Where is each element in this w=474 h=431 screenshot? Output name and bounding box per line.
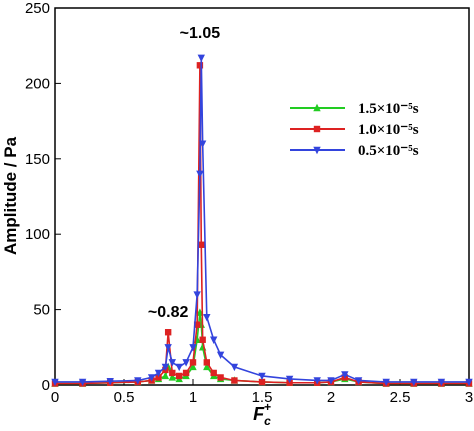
x-tick-label: 0 bbox=[51, 389, 59, 406]
data-point bbox=[231, 377, 238, 384]
data-point bbox=[78, 378, 87, 387]
legend-marker bbox=[313, 146, 321, 155]
data-point bbox=[382, 378, 390, 387]
data-point bbox=[51, 378, 59, 387]
x-axis-label: Fc+ bbox=[253, 400, 271, 428]
x-tick-label: 1.5 bbox=[252, 389, 273, 406]
data-point bbox=[216, 351, 225, 360]
annotation: ~0.82 bbox=[148, 304, 189, 321]
data-point bbox=[210, 369, 217, 377]
y-tick-label: 50 bbox=[33, 302, 50, 319]
data-point bbox=[210, 336, 218, 344]
x-tick-label: 2.5 bbox=[390, 389, 411, 406]
data-point bbox=[169, 369, 176, 377]
data-point bbox=[465, 378, 473, 387]
data-point bbox=[189, 362, 197, 371]
data-point bbox=[189, 344, 197, 352]
data-point bbox=[106, 378, 114, 386]
y-tick-label: 0 bbox=[42, 377, 50, 394]
data-point bbox=[193, 291, 201, 299]
data-point bbox=[203, 359, 210, 366]
x-tick-label: 3 bbox=[465, 389, 473, 406]
data-point bbox=[168, 373, 176, 381]
data-point bbox=[196, 170, 204, 179]
annotation: ~1.05 bbox=[180, 25, 221, 42]
data-point bbox=[164, 329, 172, 336]
data-point bbox=[410, 378, 418, 387]
data-point bbox=[147, 374, 156, 382]
data-point bbox=[168, 359, 176, 367]
data-point bbox=[327, 377, 335, 385]
data-point bbox=[230, 363, 239, 372]
data-point bbox=[285, 375, 294, 384]
y-axis-label: Amplitude / Pa bbox=[1, 136, 20, 255]
legend-marker bbox=[313, 125, 321, 133]
data-point bbox=[203, 313, 211, 322]
data-point bbox=[161, 363, 170, 372]
data-point bbox=[189, 359, 197, 366]
data-point bbox=[258, 378, 266, 386]
legend-label: 1.5×10⁻⁵s bbox=[358, 101, 419, 117]
data-point bbox=[193, 321, 201, 328]
data-point bbox=[199, 336, 206, 343]
y-tick-label: 100 bbox=[25, 226, 50, 243]
y-tick-label: 150 bbox=[25, 151, 50, 168]
data-point bbox=[161, 371, 170, 380]
plot-frame bbox=[54, 7, 470, 386]
data-point bbox=[354, 377, 363, 385]
data-point bbox=[313, 377, 321, 385]
data-point bbox=[197, 54, 205, 62]
x-label-sup: + bbox=[264, 400, 271, 414]
data-point bbox=[176, 372, 183, 380]
legend-marker bbox=[313, 103, 321, 112]
data-point bbox=[154, 369, 163, 378]
legend-label: 1.0×10⁻⁵s bbox=[358, 122, 419, 138]
data-point bbox=[182, 369, 190, 377]
data-point bbox=[203, 362, 211, 371]
x-tick-label: 1 bbox=[189, 389, 197, 406]
y-tick-label: 250 bbox=[25, 0, 50, 17]
data-point bbox=[258, 372, 266, 381]
data-point bbox=[134, 377, 142, 385]
x-tick-label: 2 bbox=[327, 389, 335, 406]
data-point bbox=[437, 378, 446, 387]
data-point bbox=[198, 241, 205, 248]
data-point bbox=[198, 140, 207, 148]
x-tick-label: 0.5 bbox=[114, 389, 135, 406]
legend-label: 0.5×10⁻⁵s bbox=[358, 143, 419, 159]
data-point bbox=[341, 371, 349, 379]
data-point bbox=[198, 343, 207, 351]
y-tick-label: 200 bbox=[25, 75, 50, 92]
data-point bbox=[196, 62, 204, 69]
data-point bbox=[155, 374, 162, 381]
data-point bbox=[182, 359, 190, 367]
data-point bbox=[175, 363, 183, 372]
x-label-sub: c bbox=[264, 414, 271, 428]
data-point bbox=[164, 344, 172, 352]
data-point bbox=[217, 374, 224, 381]
x-label-main: F bbox=[253, 404, 265, 424]
